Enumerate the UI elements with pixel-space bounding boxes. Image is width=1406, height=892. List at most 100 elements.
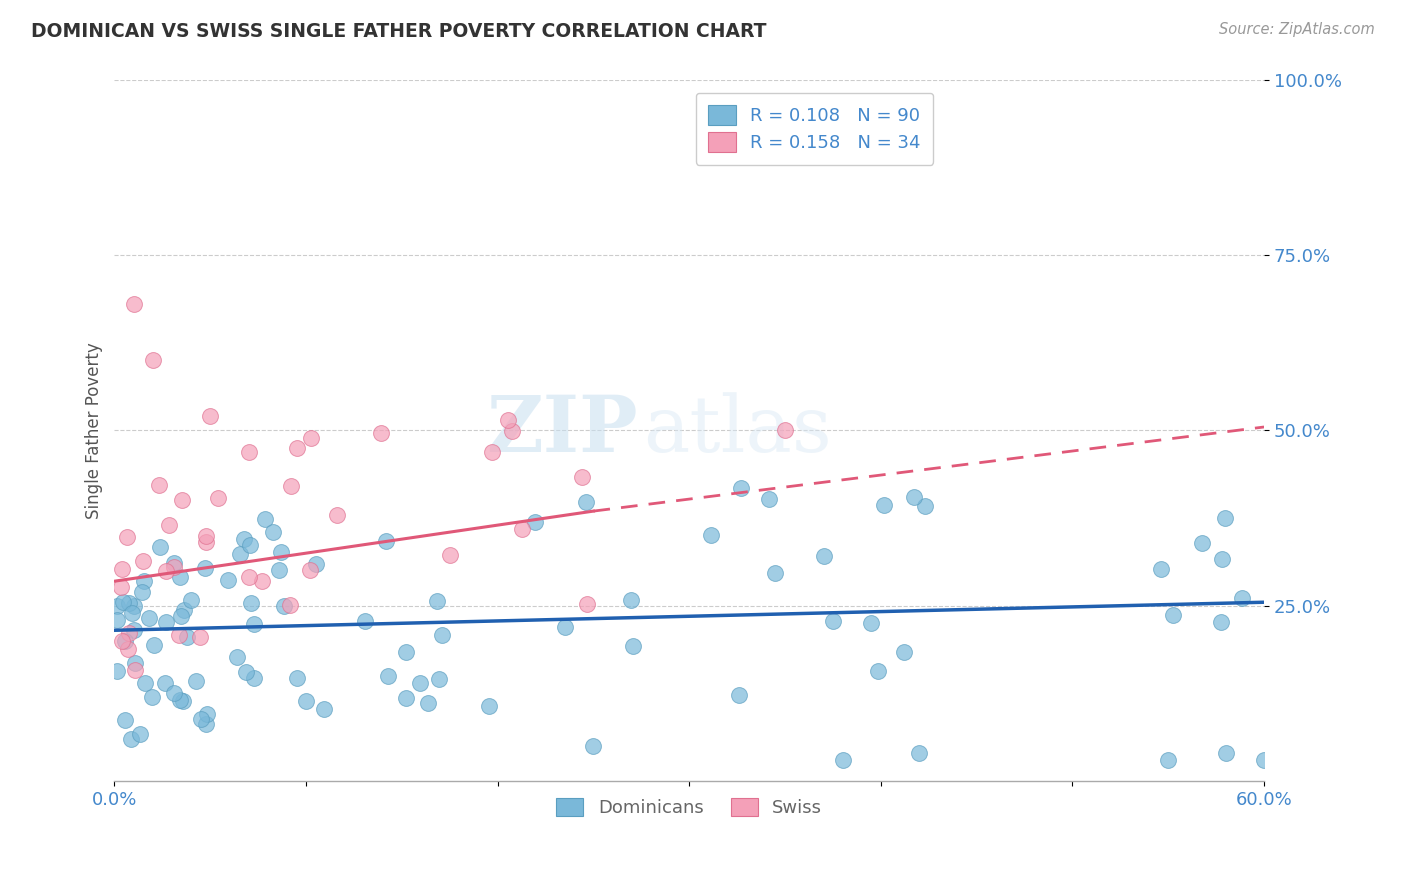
Point xyxy=(269,563,291,577)
Point xyxy=(114,633,136,648)
Point xyxy=(481,445,503,459)
Point xyxy=(893,645,915,659)
Point xyxy=(554,620,576,634)
Point xyxy=(730,481,752,495)
Point xyxy=(395,645,418,659)
Point xyxy=(167,628,190,642)
Point xyxy=(1161,608,1184,623)
Point xyxy=(153,675,176,690)
Point xyxy=(478,698,501,713)
Point xyxy=(129,727,152,741)
Point xyxy=(142,353,165,368)
Point xyxy=(1232,591,1254,605)
Point xyxy=(118,597,141,611)
Point xyxy=(243,617,266,632)
Point xyxy=(763,566,786,580)
Y-axis label: Single Father Poverty: Single Father Poverty xyxy=(86,343,103,519)
Point xyxy=(416,697,439,711)
Point xyxy=(873,498,896,512)
Point xyxy=(141,690,163,705)
Point xyxy=(1213,511,1236,525)
Point xyxy=(250,574,273,589)
Point xyxy=(1157,753,1180,767)
Point xyxy=(280,479,302,493)
Point xyxy=(370,426,392,441)
Point xyxy=(172,693,194,707)
Point xyxy=(700,527,723,541)
Point xyxy=(173,603,195,617)
Point xyxy=(1211,552,1233,566)
Point xyxy=(148,478,170,492)
Text: Source: ZipAtlas.com: Source: ZipAtlas.com xyxy=(1219,22,1375,37)
Point xyxy=(908,746,931,760)
Point xyxy=(225,650,247,665)
Point xyxy=(235,665,257,679)
Point xyxy=(429,673,451,687)
Point xyxy=(430,628,453,642)
Point xyxy=(233,532,256,546)
Point xyxy=(426,593,449,607)
Point xyxy=(408,675,430,690)
Point xyxy=(155,615,177,630)
Point xyxy=(439,548,461,562)
Legend: Dominicans, Swiss: Dominicans, Swiss xyxy=(550,790,830,824)
Point xyxy=(773,424,796,438)
Point xyxy=(285,671,308,685)
Point xyxy=(121,606,143,620)
Point xyxy=(169,693,191,707)
Point xyxy=(163,556,186,570)
Text: ZIP: ZIP xyxy=(486,392,637,468)
Point xyxy=(287,441,309,455)
Point xyxy=(122,297,145,311)
Point xyxy=(299,431,322,445)
Point xyxy=(1150,561,1173,575)
Point xyxy=(305,558,328,572)
Text: DOMINICAN VS SWISS SINGLE FATHER POVERTY CORRELATION CHART: DOMINICAN VS SWISS SINGLE FATHER POVERTY… xyxy=(31,22,766,41)
Point xyxy=(1209,615,1232,629)
Point xyxy=(571,470,593,484)
Point xyxy=(295,694,318,708)
Point xyxy=(118,625,141,640)
Point xyxy=(831,753,853,767)
Point xyxy=(149,540,172,554)
Point xyxy=(110,580,132,594)
Point xyxy=(914,499,936,513)
Point xyxy=(105,613,128,627)
Point xyxy=(188,631,211,645)
Point xyxy=(621,639,644,653)
Point xyxy=(194,529,217,543)
Point xyxy=(131,585,153,599)
Point xyxy=(117,642,139,657)
Point xyxy=(620,593,643,607)
Point xyxy=(395,690,418,705)
Point xyxy=(242,671,264,685)
Point xyxy=(122,599,145,614)
Point xyxy=(105,599,128,613)
Point xyxy=(1253,753,1275,767)
Point xyxy=(134,574,156,589)
Point xyxy=(270,545,292,559)
Point xyxy=(501,424,523,438)
Point xyxy=(124,663,146,677)
Point xyxy=(143,639,166,653)
Point xyxy=(299,563,322,577)
Point xyxy=(374,533,396,548)
Point xyxy=(105,664,128,678)
Point xyxy=(194,535,217,549)
Point xyxy=(903,490,925,504)
Point xyxy=(207,491,229,506)
Point xyxy=(229,548,252,562)
Point xyxy=(1215,746,1237,760)
Point xyxy=(190,712,212,726)
Point xyxy=(278,598,301,612)
Point xyxy=(582,739,605,753)
Point xyxy=(184,674,207,689)
Point xyxy=(200,409,222,424)
Point xyxy=(312,702,335,716)
Text: atlas: atlas xyxy=(644,392,832,468)
Point xyxy=(758,491,780,506)
Point xyxy=(180,593,202,607)
Point xyxy=(195,716,218,731)
Point xyxy=(524,515,547,529)
Point xyxy=(238,570,260,584)
